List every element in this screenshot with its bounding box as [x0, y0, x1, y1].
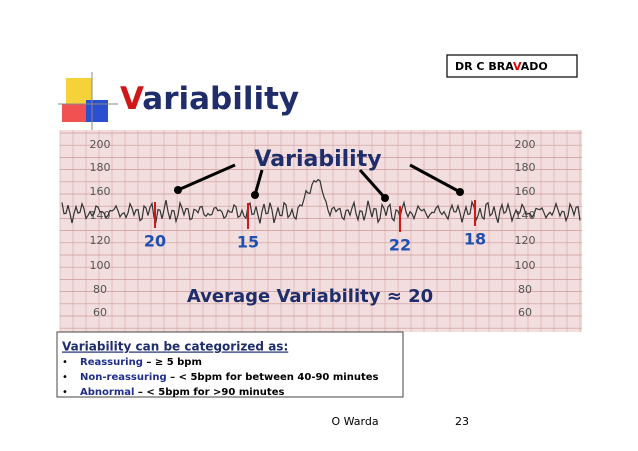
- bullet: •: [62, 357, 68, 368]
- scale-label: 100: [515, 259, 536, 272]
- presenter: O Warda: [331, 415, 378, 428]
- box-list: • Reassuring – ≥ 5 bpm • Non-reassuring – <…: [62, 357, 379, 398]
- item-label: Abnormal: [80, 387, 134, 398]
- author: DR C BRAVADO: [455, 60, 548, 73]
- scale-label: 160: [90, 185, 111, 198]
- author-box: [446, 54, 578, 78]
- figure-caption: Average Variability ≈ 20: [187, 286, 433, 307]
- deco-square: [62, 104, 86, 122]
- scale-label: 60: [93, 306, 107, 319]
- arrow-head: [174, 186, 182, 194]
- item-detail: – < 5bpm for between 40-90 minutes: [167, 372, 379, 383]
- strip-background: [60, 130, 582, 332]
- scale-label: 180: [90, 161, 111, 174]
- item-detail: – ≥ 5 bpm: [143, 357, 202, 368]
- list-item: Non-reassuring – < 5bpm for between 40-9…: [80, 372, 379, 383]
- title: Variability: [120, 81, 299, 117]
- title-initial: V: [120, 81, 144, 117]
- scale-label: 180: [515, 161, 536, 174]
- info-box: [56, 331, 404, 398]
- arrow: [253, 169, 264, 196]
- item-label: Reassuring: [80, 357, 143, 368]
- author-part: DR C BRA: [455, 60, 514, 73]
- arrow: [409, 163, 461, 194]
- scale-label: 200: [515, 138, 536, 151]
- arrow-head: [381, 194, 389, 202]
- author-part: ADO: [521, 60, 548, 73]
- scale-label: 200: [90, 138, 111, 151]
- bullet: •: [62, 387, 68, 398]
- item-label: Non-reassuring: [80, 372, 167, 383]
- scale-label: 100: [90, 259, 111, 272]
- title-rest: ariability: [142, 81, 299, 117]
- list-item: Reassuring – ≥ 5 bpm: [80, 357, 202, 368]
- deco-square: [66, 78, 92, 104]
- scale-label: 80: [518, 283, 532, 296]
- arrow: [177, 163, 236, 192]
- example-value: 15: [237, 233, 259, 252]
- box-heading: Variability can be categorized as:: [62, 340, 288, 354]
- deco-square: [86, 100, 108, 122]
- author-part: V: [513, 60, 522, 73]
- scale-label: 60: [518, 306, 532, 319]
- scale-label: 120: [90, 234, 111, 247]
- example-value: 22: [389, 236, 411, 255]
- figure-heading: Variability: [254, 147, 381, 172]
- list-item: Abnormal – < 5bpm for >90 minutes: [80, 387, 284, 398]
- example-value: 18: [464, 230, 486, 249]
- example-value: 20: [144, 232, 166, 251]
- arrow-head: [251, 191, 259, 199]
- arrow: [358, 169, 387, 199]
- scale-label: 120: [515, 234, 536, 247]
- arrow-head: [456, 188, 464, 196]
- bullet: •: [62, 372, 68, 383]
- scale-label: 160: [515, 185, 536, 198]
- item-detail: – < 5bpm for >90 minutes: [134, 387, 284, 398]
- scale-label: 80: [93, 283, 107, 296]
- fhr-trace: [61, 178, 581, 224]
- page-number: 23: [455, 415, 469, 428]
- ctg-strip: 2001801601401201008060200180160140120100…: [59, 130, 582, 332]
